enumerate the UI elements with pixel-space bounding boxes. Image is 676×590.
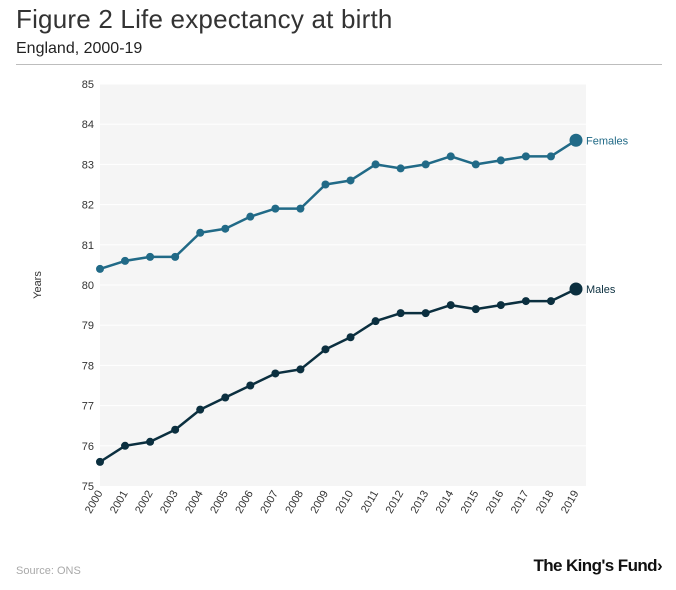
females-point-2010 bbox=[346, 176, 355, 185]
males-point-2016 bbox=[496, 301, 505, 310]
y-tick-label-75: 75 bbox=[82, 481, 94, 493]
x-tick-label-2002: 2002 bbox=[133, 489, 156, 516]
x-tick-label-2005: 2005 bbox=[208, 489, 231, 516]
females-point-2003 bbox=[171, 252, 180, 261]
males-point-2006 bbox=[246, 381, 255, 390]
males-point-2011 bbox=[371, 317, 380, 326]
females-point-2001 bbox=[121, 256, 130, 265]
x-tick-label-2008: 2008 bbox=[283, 489, 306, 516]
males-point-2003 bbox=[171, 425, 180, 434]
y-axis-label: Years bbox=[32, 271, 44, 299]
x-tick-label-2001: 2001 bbox=[108, 489, 131, 516]
y-tick-label-82: 82 bbox=[82, 200, 94, 212]
females-point-2014 bbox=[446, 152, 455, 161]
females-series-label: Females bbox=[586, 135, 629, 147]
males-series-label: Males bbox=[586, 284, 616, 296]
females-point-2004 bbox=[196, 228, 205, 237]
males-point-2010 bbox=[346, 333, 355, 342]
females-point-2017 bbox=[521, 152, 530, 161]
males-point-2007 bbox=[271, 369, 280, 378]
y-tick-label-83: 83 bbox=[82, 159, 94, 171]
x-tick-label-2004: 2004 bbox=[183, 489, 206, 516]
males-point-2002 bbox=[146, 437, 155, 446]
x-tick-label-2012: 2012 bbox=[384, 489, 407, 516]
x-tick-label-2014: 2014 bbox=[434, 489, 457, 516]
males-point-2012 bbox=[396, 309, 405, 318]
females-point-2018 bbox=[546, 152, 555, 161]
source-note: Source: ONS bbox=[16, 565, 81, 577]
x-tick-label-2006: 2006 bbox=[233, 489, 256, 516]
females-point-2002 bbox=[146, 252, 155, 261]
males-point-2015 bbox=[471, 305, 480, 314]
females-point-2016 bbox=[496, 156, 505, 165]
page-title: Figure 2 Life expectancy at birth bbox=[16, 4, 393, 34]
y-tick-label-79: 79 bbox=[82, 320, 94, 332]
x-tick-label-2015: 2015 bbox=[459, 489, 482, 516]
x-tick-label-2016: 2016 bbox=[484, 489, 507, 516]
females-point-2008 bbox=[296, 204, 305, 213]
x-tick-label-2003: 2003 bbox=[158, 489, 181, 516]
y-tick-label-76: 76 bbox=[82, 441, 94, 453]
gridlines bbox=[100, 83, 586, 447]
females-point-2006 bbox=[246, 212, 255, 221]
x-axis-ticks: 2000 2001 2002 2003 2004 2005 2006 2007 2008 2009… bbox=[83, 489, 582, 516]
brand-name: The King's Fund bbox=[533, 556, 657, 575]
males-point-2014 bbox=[446, 301, 455, 310]
males-point-2008 bbox=[296, 365, 305, 374]
x-tick-label-2010: 2010 bbox=[333, 489, 356, 516]
x-tick-label-2019: 2019 bbox=[559, 489, 582, 516]
females-line bbox=[99, 139, 577, 271]
x-tick-label-2013: 2013 bbox=[409, 489, 432, 516]
males-point-2005 bbox=[221, 393, 230, 402]
females-point-2013 bbox=[421, 160, 430, 169]
males-point-2018 bbox=[546, 297, 555, 306]
y-tick-label-78: 78 bbox=[82, 360, 94, 372]
y-tick-label-81: 81 bbox=[82, 240, 94, 252]
females-point-2005 bbox=[221, 224, 230, 233]
title-divider bbox=[16, 64, 662, 65]
x-tick-label-2011: 2011 bbox=[359, 489, 381, 515]
x-tick-label-2018: 2018 bbox=[534, 489, 557, 516]
life-expectancy-chart: 75 76 77 78 79 80 81 82 83 84 85 2000 2001 2002 2003 2… bbox=[32, 79, 629, 516]
y-tick-label-84: 84 bbox=[82, 119, 94, 131]
y-tick-label-77: 77 bbox=[82, 401, 94, 413]
males-point-2019 bbox=[569, 282, 583, 296]
y-axis-ticks: 75 76 77 78 79 80 81 82 83 84 85 bbox=[82, 79, 94, 493]
page-subtitle: England, 2000-19 bbox=[16, 40, 143, 57]
x-tick-label-2007: 2007 bbox=[258, 489, 281, 516]
females-point-2000 bbox=[96, 264, 104, 273]
males-line bbox=[99, 287, 577, 463]
females-point-2011 bbox=[371, 160, 380, 169]
males-point-2000 bbox=[96, 457, 104, 466]
males-point-2009 bbox=[321, 345, 330, 354]
y-tick-label-80: 80 bbox=[82, 280, 94, 292]
males-point-2017 bbox=[521, 297, 530, 306]
series-group: Females Males bbox=[96, 133, 629, 466]
brand-chevron-icon: › bbox=[656, 556, 663, 575]
females-point-2007 bbox=[271, 204, 280, 213]
males-point-2004 bbox=[196, 405, 205, 414]
females-point-2015 bbox=[471, 160, 480, 169]
females-point-2019 bbox=[569, 133, 583, 147]
females-point-2009 bbox=[321, 180, 330, 189]
males-point-2001 bbox=[121, 441, 130, 450]
brand-logo[interactable]: The King's Fund› bbox=[533, 556, 662, 576]
females-point-2012 bbox=[396, 164, 405, 173]
y-tick-label-85: 85 bbox=[82, 79, 94, 91]
males-point-2013 bbox=[421, 309, 430, 318]
x-tick-label-2017: 2017 bbox=[509, 489, 532, 516]
x-tick-label-2009: 2009 bbox=[308, 489, 331, 516]
